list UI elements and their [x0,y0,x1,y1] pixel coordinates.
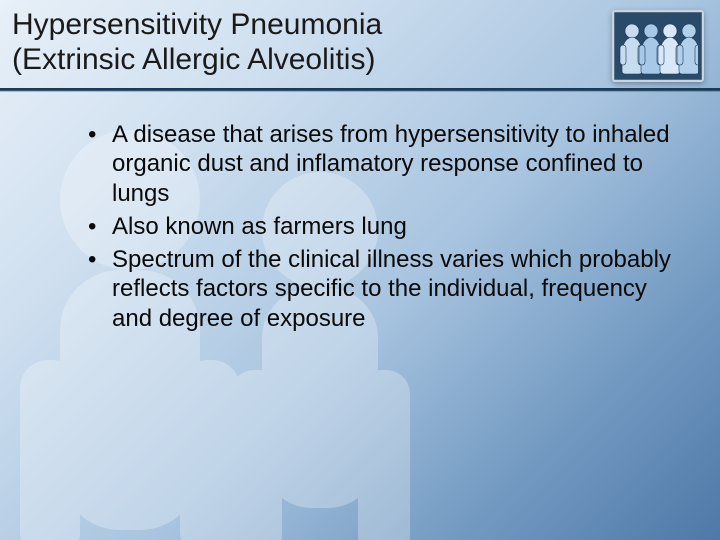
slide-title: Hypersensitivity Pneumonia (Extrinsic Al… [12,6,612,77]
slide-header: Hypersensitivity Pneumonia (Extrinsic Al… [0,0,720,96]
list-item: Also known as farmers lung [88,212,680,241]
slide-body: A disease that arises from hypersensitiv… [88,120,680,337]
header-divider [0,88,720,92]
list-item: A disease that arises from hypersensitiv… [88,120,680,208]
list-item: Spectrum of the clinical illness varies … [88,245,680,333]
title-line-2: (Extrinsic Allergic Alveolitis) [12,43,612,78]
bullet-list: A disease that arises from hypersensitiv… [88,120,680,333]
people-logo-icon [612,10,704,82]
title-line-1: Hypersensitivity Pneumonia [12,8,612,43]
slide: Hypersensitivity Pneumonia (Extrinsic Al… [0,0,720,540]
